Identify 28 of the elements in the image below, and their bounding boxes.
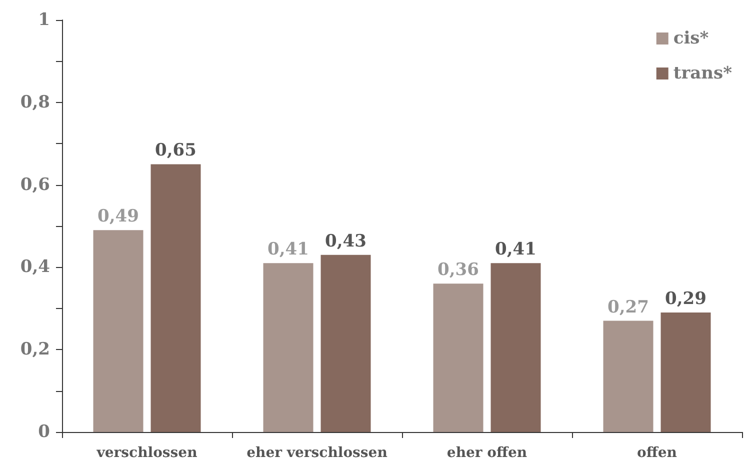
data-label: 0,49 [98,206,139,227]
bar [320,254,371,432]
x-tick-label: verschlossen [96,445,198,461]
data-label: 0,27 [608,297,649,318]
data-label: 0,41 [268,240,309,260]
bar [603,320,654,432]
legend-label: cis* [673,28,709,48]
data-label: 0,36 [438,260,479,280]
y-tick-label: 0,2 [20,340,50,360]
data-label: 0,29 [665,289,706,310]
y-tick-label: 0,8 [20,92,50,112]
bar [433,284,484,432]
y-tick-label: 1 [38,10,50,30]
data-label: 0,41 [495,240,536,260]
bar [150,164,201,432]
bar [263,263,314,432]
x-tick-label: eher offen [446,445,528,461]
y-tick-label: 0,6 [20,174,50,195]
y-tick-label: 0 [38,422,50,442]
legend-label: trans* [673,64,732,84]
bar [93,230,144,432]
bar [660,312,711,432]
bar [490,263,541,432]
x-tick-label: eher verschlossen [246,445,388,461]
x-tick-label: offen [637,445,677,461]
data-label: 0,43 [325,231,366,252]
data-label: 0,65 [155,140,196,161]
y-tick-label: 0,4 [20,257,50,278]
